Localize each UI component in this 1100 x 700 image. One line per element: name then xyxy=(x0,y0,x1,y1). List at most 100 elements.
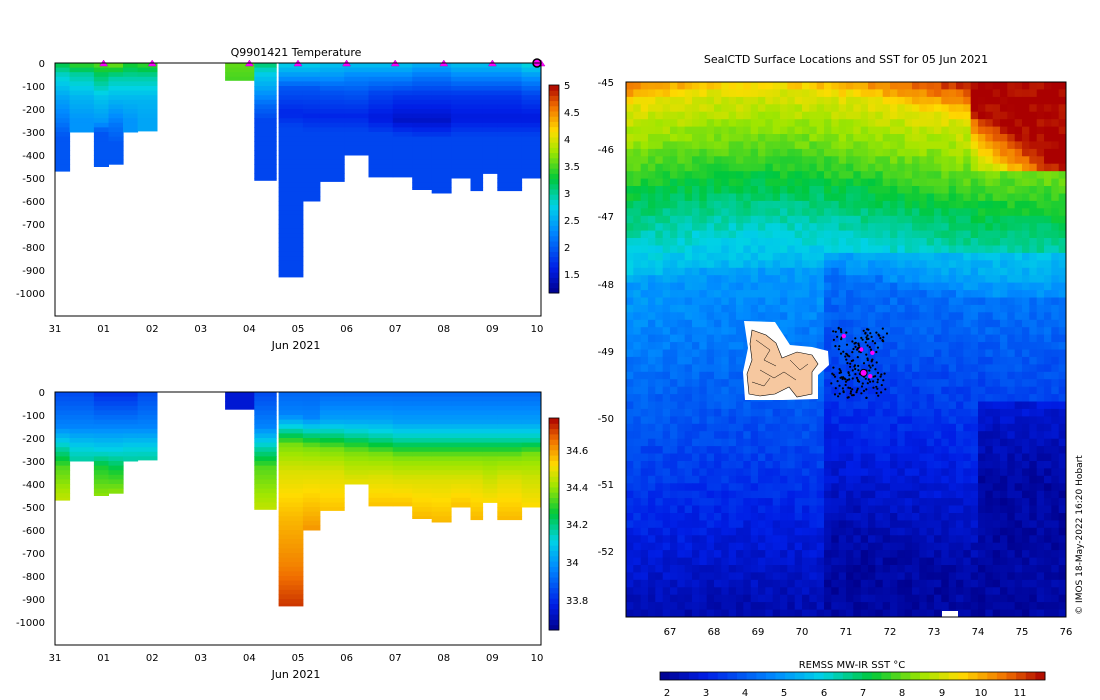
profile-cell xyxy=(451,76,471,82)
sst-cell xyxy=(1014,119,1023,128)
y-tick-label: -200 xyxy=(22,105,45,116)
sst-cell xyxy=(714,334,722,343)
colorbar-swatch xyxy=(549,230,559,237)
sst-cell xyxy=(970,408,979,417)
colorbar-swatch xyxy=(549,439,559,445)
sst-cell xyxy=(824,423,832,432)
sst-cell xyxy=(699,82,708,90)
profile-cell xyxy=(302,405,321,411)
sst-cell xyxy=(670,119,678,128)
profile-cell xyxy=(497,72,523,78)
sst-cell xyxy=(824,334,832,343)
sst-cell xyxy=(1029,394,1038,403)
sst-cell xyxy=(802,238,810,246)
sst-cell xyxy=(948,104,957,113)
sst-cell xyxy=(714,520,722,529)
profile-cell xyxy=(368,438,394,444)
sst-cell xyxy=(772,527,781,536)
sst-cell xyxy=(780,111,788,120)
sst-cell xyxy=(736,163,744,172)
sst-cell xyxy=(934,104,942,113)
sst-cell xyxy=(875,104,884,113)
sst-cell xyxy=(692,401,700,410)
sst-cell xyxy=(692,386,700,395)
sst-cell xyxy=(1029,431,1038,440)
sst-cell xyxy=(721,334,730,343)
sst-cell xyxy=(1022,252,1030,261)
profile-cell xyxy=(302,396,321,402)
profile-cell xyxy=(392,118,413,124)
profile-cell xyxy=(278,155,304,161)
profile-cell xyxy=(123,442,139,448)
profile-cell xyxy=(108,72,124,78)
sst-cell xyxy=(728,394,737,403)
sst-cell xyxy=(941,401,950,410)
sst-cell xyxy=(802,104,810,113)
profile-cell xyxy=(302,95,321,101)
sst-cell xyxy=(692,527,700,536)
sst-cell xyxy=(1044,498,1052,507)
sst-cell xyxy=(1022,334,1030,343)
sst-cell xyxy=(750,163,759,172)
sst-cell xyxy=(831,208,840,217)
sst-cell xyxy=(956,327,964,336)
sst-cell xyxy=(816,119,825,128)
sst-cell xyxy=(816,527,825,536)
sst-cell xyxy=(1058,89,1066,98)
sst-cell xyxy=(934,156,942,165)
sst-cell xyxy=(875,550,884,559)
profile-cell xyxy=(497,497,523,503)
sst-cell xyxy=(1044,446,1052,455)
sst-cell xyxy=(824,475,832,484)
profile-cell xyxy=(431,104,452,110)
sst-cell xyxy=(970,89,979,98)
sst-cell xyxy=(684,505,693,514)
profile-cell xyxy=(278,571,304,577)
sst-cell xyxy=(904,379,913,388)
profile-cell xyxy=(137,447,158,453)
sst-cell xyxy=(963,148,972,157)
sst-cell xyxy=(868,535,876,544)
sst-cell xyxy=(831,498,840,507)
sst-cell xyxy=(824,111,832,120)
sst-cell xyxy=(655,379,664,388)
sst-cell xyxy=(904,438,913,447)
profile-cell xyxy=(108,470,124,476)
profile-cell xyxy=(451,479,471,485)
sst-cell xyxy=(956,371,964,380)
profile-cell xyxy=(254,104,277,110)
sst-cell xyxy=(926,119,935,128)
sst-cell xyxy=(648,141,656,150)
sst-cell xyxy=(706,327,715,336)
sst-cell xyxy=(640,379,649,388)
sst-cell xyxy=(1029,461,1038,469)
sst-cell xyxy=(1036,312,1045,321)
profile-cell xyxy=(497,470,523,476)
profile-cell xyxy=(497,164,523,170)
profile-cell xyxy=(431,456,452,462)
sst-cell xyxy=(714,535,722,544)
sst-cell xyxy=(655,186,664,194)
sst-cell xyxy=(824,416,832,425)
sst-cell xyxy=(662,89,671,98)
sst-cell xyxy=(831,438,840,447)
sst-cell xyxy=(721,178,730,187)
profile-cell xyxy=(254,451,277,457)
profile-cell xyxy=(344,415,369,421)
profile-cell xyxy=(278,580,304,586)
sst-cell xyxy=(831,290,840,299)
profile-cell xyxy=(497,511,523,517)
sst-cell xyxy=(919,468,928,477)
profile-cell xyxy=(412,516,433,519)
profile-cell xyxy=(137,419,158,425)
profile-cell xyxy=(470,401,484,407)
sst-cell xyxy=(860,126,869,135)
sst-cell xyxy=(714,379,722,388)
sst-cell xyxy=(677,193,686,202)
profile-cell xyxy=(497,136,523,142)
sst-cell xyxy=(882,96,891,105)
profile-cell xyxy=(368,442,394,448)
profile-cell xyxy=(319,113,345,119)
sst-cell xyxy=(919,513,928,521)
